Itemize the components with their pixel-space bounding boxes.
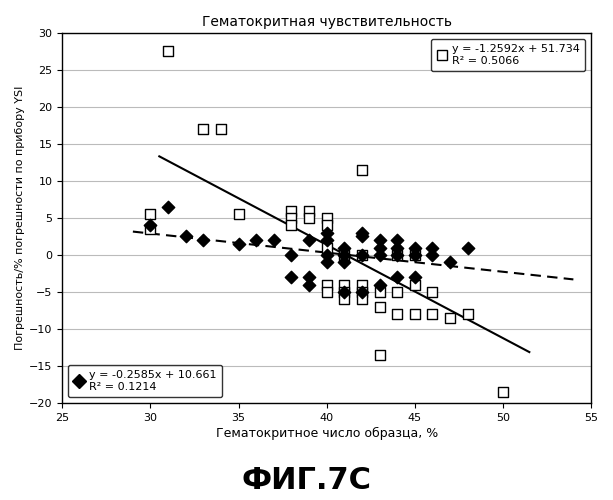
- Point: [340, 296, 349, 304]
- Point: [427, 310, 437, 318]
- Point: [427, 251, 437, 259]
- Point: [410, 244, 420, 252]
- X-axis label: Гематокритное число образца, %: Гематокритное число образца, %: [216, 427, 438, 440]
- Point: [410, 251, 420, 259]
- Point: [410, 273, 420, 281]
- Point: [163, 48, 173, 56]
- Point: [340, 288, 349, 296]
- Point: [357, 296, 367, 304]
- Text: ФИГ.7С: ФИГ.7С: [242, 466, 371, 495]
- Point: [304, 236, 314, 244]
- Point: [357, 232, 367, 240]
- Point: [216, 125, 226, 133]
- Point: [340, 251, 349, 259]
- Point: [145, 222, 155, 230]
- Y-axis label: Погрешность/% погрешности по прибору YSI: Погрешность/% погрешности по прибору YSI: [15, 86, 25, 350]
- Point: [392, 273, 402, 281]
- Point: [463, 244, 473, 252]
- Point: [286, 273, 296, 281]
- Title: Гематокритная чувствительность: Гематокритная чувствительность: [202, 15, 452, 29]
- Point: [392, 244, 402, 252]
- Point: [357, 288, 367, 296]
- Point: [375, 288, 384, 296]
- Point: [322, 236, 332, 244]
- Point: [375, 303, 384, 311]
- Point: [286, 214, 296, 222]
- Point: [304, 280, 314, 288]
- Point: [234, 240, 243, 248]
- Point: [445, 258, 455, 266]
- Point: [340, 251, 349, 259]
- Point: [357, 280, 367, 288]
- Point: [392, 310, 402, 318]
- Point: [145, 225, 155, 233]
- Point: [322, 288, 332, 296]
- Point: [375, 251, 384, 259]
- Point: [340, 288, 349, 296]
- Point: [357, 229, 367, 237]
- Point: [304, 214, 314, 222]
- Point: [375, 280, 384, 288]
- Point: [199, 125, 208, 133]
- Point: [322, 229, 332, 237]
- Point: [286, 222, 296, 230]
- Point: [375, 236, 384, 244]
- Point: [357, 288, 367, 296]
- Point: [410, 251, 420, 259]
- Point: [269, 236, 279, 244]
- Legend: y = -0.2585x + 10.661
R² = 0.1214: y = -0.2585x + 10.661 R² = 0.1214: [68, 365, 222, 398]
- Point: [357, 251, 367, 259]
- Point: [322, 214, 332, 222]
- Point: [410, 280, 420, 288]
- Point: [145, 210, 155, 218]
- Point: [251, 236, 261, 244]
- Point: [392, 288, 402, 296]
- Point: [322, 222, 332, 230]
- Point: [322, 258, 332, 266]
- Point: [304, 273, 314, 281]
- Point: [427, 288, 437, 296]
- Point: [427, 244, 437, 252]
- Point: [410, 310, 420, 318]
- Point: [181, 232, 191, 240]
- Point: [322, 244, 332, 252]
- Point: [286, 206, 296, 214]
- Point: [340, 280, 349, 288]
- Point: [375, 351, 384, 359]
- Point: [498, 388, 508, 396]
- Point: [322, 280, 332, 288]
- Point: [392, 251, 402, 259]
- Point: [234, 210, 243, 218]
- Point: [304, 206, 314, 214]
- Point: [340, 258, 349, 266]
- Point: [392, 236, 402, 244]
- Point: [392, 251, 402, 259]
- Point: [463, 310, 473, 318]
- Point: [199, 236, 208, 244]
- Point: [357, 166, 367, 174]
- Point: [375, 244, 384, 252]
- Point: [340, 244, 349, 252]
- Point: [163, 203, 173, 211]
- Point: [286, 251, 296, 259]
- Point: [445, 314, 455, 322]
- Point: [322, 251, 332, 259]
- Point: [357, 251, 367, 259]
